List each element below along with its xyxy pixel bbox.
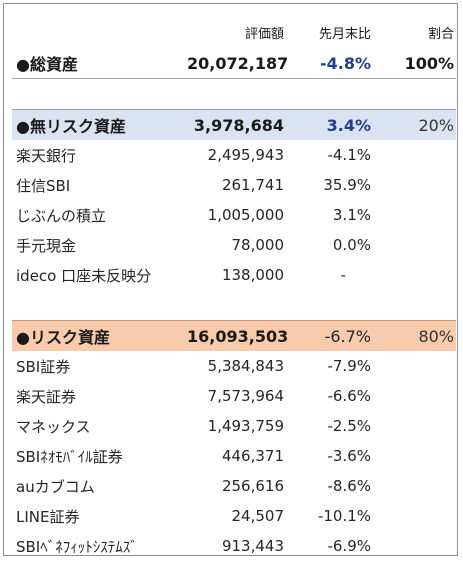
item-change: -6.9% xyxy=(327,537,371,555)
table-row: マネックス 1,493,759 -2.5% xyxy=(12,411,456,441)
header-value: 評価額 xyxy=(244,26,284,42)
riskfree-value: 3,978,684 xyxy=(193,115,284,135)
item-change: -4.1% xyxy=(327,146,371,164)
item-value: 1,005,000 xyxy=(207,206,284,224)
risk-ratio: 80% xyxy=(418,326,454,346)
item-value: 5,384,843 xyxy=(207,357,284,375)
table-row: 楽天証券 7,573,964 -6.6% xyxy=(12,381,456,411)
total-change: -4.8% xyxy=(319,53,371,73)
risk-section-row: ●リスク資産 16,093,503 -6.7% 80% xyxy=(12,320,456,351)
item-name: SBI証券 xyxy=(16,357,71,376)
item-name: SBIﾍﾞﾈﾌｨｯﾄｼｽﾃﾑｽﾞ xyxy=(16,537,138,556)
item-change: -7.9% xyxy=(327,357,371,375)
table-row: じぶんの積立 1,005,000 3.1% xyxy=(12,200,456,230)
item-change: -10.1% xyxy=(317,507,371,525)
spacer xyxy=(12,290,456,320)
item-value: 2,495,943 xyxy=(207,146,284,164)
item-value: 261,741 xyxy=(221,176,284,194)
riskfree-change: 3.4% xyxy=(326,115,371,135)
item-value: 256,616 xyxy=(221,477,284,495)
spacer xyxy=(12,79,456,109)
table-row: 手元現金 78,000 0.0% xyxy=(12,230,456,260)
item-value: 913,443 xyxy=(221,537,284,555)
item-name: SBIﾈｵﾓﾊﾞｲﾙ証券 xyxy=(16,447,123,466)
item-value: 1,493,759 xyxy=(207,417,284,435)
item-name: LINE証券 xyxy=(16,507,80,526)
item-name: じぶんの積立 xyxy=(16,206,107,225)
item-value: 138,000 xyxy=(221,266,284,284)
table-row: SBIﾈｵﾓﾊﾞｲﾙ証券 446,371 -3.6% xyxy=(12,441,456,471)
item-value: 7,573,964 xyxy=(207,387,284,405)
item-change: -2.5% xyxy=(327,417,371,435)
item-change: 0.0% xyxy=(332,236,371,254)
header-ratio: 割合 xyxy=(427,26,454,42)
item-change: 3.1% xyxy=(332,206,371,224)
item-name: マネックス xyxy=(16,417,91,436)
table-row: 住信SBI 261,741 35.9% xyxy=(12,170,456,200)
riskfree-ratio: 20% xyxy=(418,115,454,135)
table-row: SBIﾍﾞﾈﾌｨｯﾄｼｽﾃﾑｽﾞ 913,443 -6.9% xyxy=(12,531,456,561)
item-value: 446,371 xyxy=(221,447,284,465)
item-name: 楽天証券 xyxy=(16,387,77,406)
item-change: - xyxy=(340,266,346,284)
item-name: 住信SBI xyxy=(16,176,71,195)
header-change: 先月末比 xyxy=(318,26,371,42)
item-change: 35.9% xyxy=(323,176,371,194)
item-name: auカブコム xyxy=(16,477,95,496)
total-row: ●総資産 20,072,187 -4.8% 100% xyxy=(12,48,456,79)
item-name: 手元現金 xyxy=(16,236,77,255)
table-row: SBI証券 5,384,843 -7.9% xyxy=(12,351,456,381)
item-change: -6.6% xyxy=(327,387,371,405)
item-value: 24,507 xyxy=(231,507,285,525)
table-row: 楽天銀行 2,495,943 -4.1% xyxy=(12,140,456,170)
asset-table-frame: 評価額 先月末比 割合 ●総資産 20,072,187 -4.8% 100% ●… xyxy=(3,3,458,556)
total-value: 20,072,187 xyxy=(187,53,289,73)
item-change: -8.6% xyxy=(327,477,371,495)
risk-change: -6.7% xyxy=(324,326,371,346)
risk-value: 16,093,503 xyxy=(187,326,289,346)
header-row: 評価額 先月末比 割合 xyxy=(12,16,456,48)
item-name: 楽天銀行 xyxy=(16,146,77,165)
risk-name: ●リスク資産 xyxy=(16,328,110,347)
riskfree-section-row: ●無リスク資産 3,978,684 3.4% 20% xyxy=(12,109,456,140)
riskfree-name: ●無リスク資産 xyxy=(16,117,126,136)
asset-table: 評価額 先月末比 割合 ●総資産 20,072,187 -4.8% 100% ●… xyxy=(12,16,456,561)
item-change: -3.6% xyxy=(327,447,371,465)
table-row: auカブコム 256,616 -8.6% xyxy=(12,471,456,501)
item-value: 78,000 xyxy=(231,236,285,254)
table-row: LINE証券 24,507 -10.1% xyxy=(12,501,456,531)
table-row: ideco 口座未反映分 138,000 - xyxy=(12,260,456,290)
item-name: ideco 口座未反映分 xyxy=(16,266,152,285)
total-name: ●総資産 xyxy=(16,55,78,74)
total-ratio: 100% xyxy=(404,53,454,73)
